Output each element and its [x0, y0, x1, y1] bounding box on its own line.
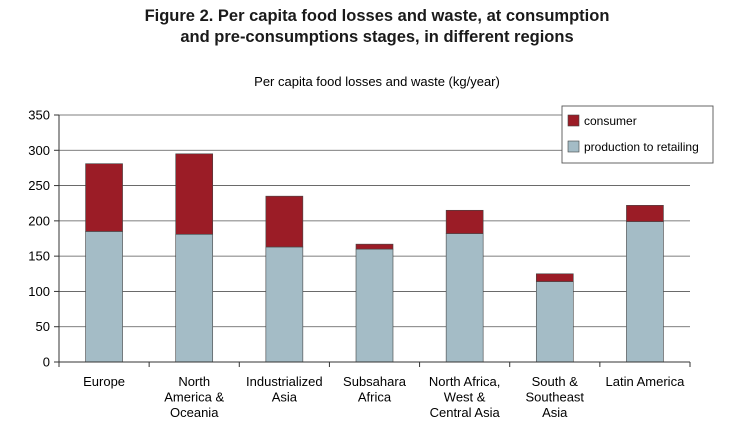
bar-production-4	[445, 233, 484, 363]
y-tick-label: 150	[28, 249, 50, 264]
bars	[85, 153, 664, 363]
legend-label: production to retailing	[584, 140, 699, 154]
bar-production-5	[535, 281, 574, 363]
category-label: Central Asia	[430, 405, 501, 420]
bar-production-2	[265, 246, 304, 363]
bar-consumer-3	[355, 243, 394, 250]
bar-consumer-5	[535, 273, 574, 282]
figure-title-line-2: and pre-consumptions stages, in differen…	[180, 28, 574, 46]
category-label: Africa	[358, 390, 392, 405]
category-label: Europe	[83, 374, 125, 389]
category-label: West &	[444, 390, 486, 405]
category-label: Subsahara	[343, 374, 407, 389]
y-tick-label: 100	[28, 284, 50, 299]
category-label: North Africa,	[429, 374, 501, 389]
bar-production-3	[355, 248, 394, 363]
legend: consumer production to retailing	[561, 105, 714, 164]
category-label: North	[178, 374, 210, 389]
category-label: America &	[164, 390, 224, 405]
category-label: Asia	[542, 405, 568, 420]
bar-production-6	[626, 221, 664, 363]
bar-production-1	[175, 233, 214, 363]
axes	[58, 115, 691, 367]
category-label: Asia	[272, 390, 298, 405]
legend-box	[561, 105, 714, 164]
category-label: Latin America	[606, 374, 686, 389]
bar-consumer-2	[265, 195, 304, 248]
figure-title: Figure 2. Per capita food losses and was…	[0, 6, 754, 48]
bar-consumer-4	[445, 209, 484, 234]
legend-swatch	[567, 114, 580, 127]
y-axis-ticks: 0 50 100 150 200 250 300 350	[28, 108, 59, 370]
bar-consumer-1	[175, 153, 214, 235]
figure-title-line-1: Figure 2. Per capita food losses and was…	[144, 7, 610, 25]
y-tick-label: 0	[43, 355, 50, 370]
legend-label: consumer	[584, 114, 637, 128]
y-tick-label: 200	[28, 213, 50, 228]
legend-swatch	[567, 140, 580, 153]
y-tick-label: 50	[36, 319, 50, 334]
chart-value-label: Per capita food losses and waste (kg/yea…	[254, 74, 500, 89]
category-label: Southeast	[526, 390, 585, 405]
bar-production-0	[85, 231, 123, 363]
y-tick-label: 250	[28, 178, 50, 193]
bar-consumer-6	[626, 205, 664, 222]
y-tick-label: 300	[28, 143, 50, 158]
category-label: South &	[532, 374, 579, 389]
category-label: Oceania	[170, 405, 219, 420]
bar-consumer-0	[85, 163, 123, 232]
y-tick-label: 350	[28, 108, 50, 123]
category-label: Industrialized	[246, 374, 323, 389]
